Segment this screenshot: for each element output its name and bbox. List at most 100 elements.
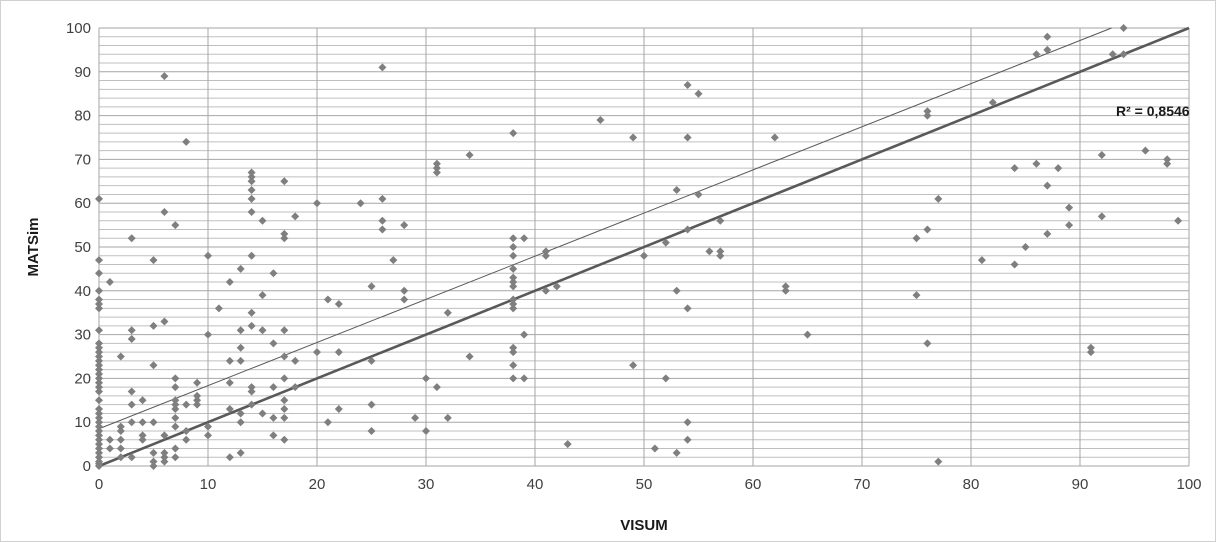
y-tick-label: 20 (74, 370, 91, 387)
data-point (236, 264, 245, 273)
data-point (552, 282, 561, 291)
y-tick-label: 40 (74, 283, 91, 300)
data-point (509, 264, 518, 273)
data-point (95, 370, 103, 379)
y-tick-label: 0 (83, 458, 91, 475)
data-point (193, 396, 202, 405)
data-point (1086, 343, 1095, 352)
x-tick-label: 30 (418, 476, 435, 493)
data-point (193, 378, 202, 387)
data-point (367, 400, 376, 409)
data-point (247, 387, 256, 396)
data-point (149, 321, 158, 330)
data-point (400, 286, 409, 295)
data-point (923, 107, 932, 116)
data-point (432, 164, 441, 173)
y-tick-label: 80 (74, 108, 91, 125)
data-point (313, 199, 321, 208)
data-point (1119, 50, 1128, 59)
data-point (95, 348, 103, 357)
data-point (596, 115, 605, 124)
data-point (116, 426, 125, 435)
data-point (509, 348, 518, 357)
x-tick-label: 20 (309, 476, 326, 493)
data-point (541, 286, 550, 295)
data-point (683, 80, 692, 89)
data-point (509, 374, 518, 383)
data-point (683, 435, 692, 444)
data-point (1010, 164, 1019, 173)
data-point (291, 356, 300, 365)
data-point (138, 396, 147, 405)
data-point (214, 304, 223, 313)
data-point (105, 435, 114, 444)
data-point (629, 133, 638, 142)
data-point (236, 356, 245, 365)
data-point (280, 396, 289, 405)
data-point (236, 409, 245, 418)
data-point (160, 448, 169, 457)
data-point (193, 391, 202, 400)
data-point (411, 413, 420, 422)
data-point (149, 462, 158, 470)
data-point (509, 251, 518, 260)
data-point (247, 207, 256, 216)
data-point (280, 413, 289, 422)
data-point (127, 326, 136, 335)
data-point (160, 457, 169, 466)
data-point (509, 282, 518, 291)
data-point (672, 286, 681, 295)
data-point (640, 251, 648, 260)
data-point (95, 378, 103, 387)
x-tick-label: 40 (527, 476, 544, 493)
data-point (629, 361, 638, 370)
data-point (95, 194, 103, 203)
data-point (269, 383, 278, 392)
data-point (95, 457, 103, 466)
data-point (367, 282, 376, 291)
data-point (912, 234, 921, 243)
data-point (236, 418, 245, 427)
data-point (422, 426, 430, 435)
data-point (258, 409, 267, 418)
data-point (400, 221, 409, 230)
data-point (225, 453, 234, 462)
x-axis-tick-labels: 0 10 20 30 40 50 60 70 80 90 100 (95, 476, 1202, 493)
data-point (95, 286, 103, 295)
data-point (509, 278, 518, 287)
data-point (247, 383, 256, 392)
data-point (694, 190, 703, 199)
y-tick-label: 100 (66, 20, 91, 37)
data-point (803, 330, 812, 339)
data-point (280, 374, 289, 383)
data-point (378, 216, 387, 225)
data-point (160, 72, 169, 81)
r-squared-label: R² = 0,8546 (1116, 103, 1190, 119)
data-point (105, 444, 114, 453)
x-tick-label: 10 (200, 476, 217, 493)
data-point (95, 356, 103, 365)
data-point (95, 422, 103, 431)
data-point (988, 98, 997, 107)
data-point (171, 422, 180, 431)
data-point (934, 457, 943, 466)
data-point (149, 361, 158, 370)
data-point (258, 326, 267, 335)
data-point (193, 400, 202, 409)
data-point (95, 396, 103, 405)
data-point (160, 207, 169, 216)
data-point (1065, 221, 1074, 230)
data-point (160, 317, 169, 326)
data-point (149, 418, 158, 427)
data-point (716, 216, 725, 225)
data-point (247, 194, 256, 203)
data-point (1119, 24, 1128, 32)
data-point (160, 453, 169, 462)
data-point (291, 212, 300, 221)
data-point (443, 413, 452, 422)
data-point (541, 251, 550, 260)
data-point (716, 247, 725, 256)
data-point (422, 374, 430, 383)
y-tick-label: 90 (74, 64, 91, 81)
data-point (95, 387, 103, 396)
